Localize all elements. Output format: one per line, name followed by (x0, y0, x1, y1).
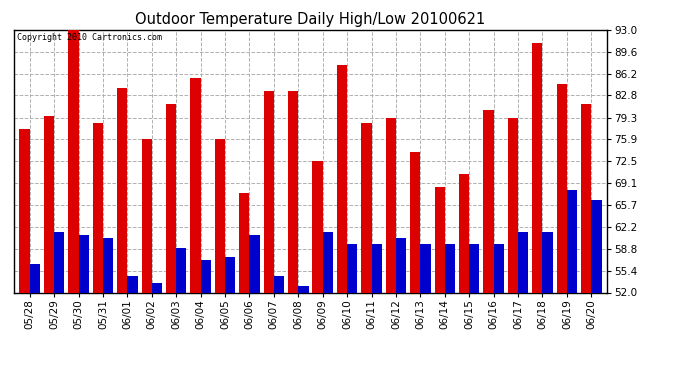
Bar (347, 244, 357, 292)
Bar (410, 152, 420, 292)
Bar (176, 248, 186, 292)
Bar (484, 110, 493, 292)
Bar (54, 232, 64, 292)
Bar (557, 84, 567, 292)
Bar (141, 140, 152, 292)
Bar (274, 276, 284, 292)
Bar (313, 161, 323, 292)
Bar (337, 65, 347, 292)
Bar (250, 235, 259, 292)
Bar (420, 244, 431, 292)
Text: Copyright 2010 Cartronics.com: Copyright 2010 Cartronics.com (17, 33, 161, 42)
Bar (79, 235, 89, 292)
Bar (264, 91, 274, 292)
Bar (323, 232, 333, 292)
Bar (386, 118, 396, 292)
Bar (508, 118, 518, 292)
Bar (362, 123, 371, 292)
Bar (215, 140, 225, 292)
Bar (288, 91, 298, 292)
Title: Outdoor Temperature Daily High/Low 20100621: Outdoor Temperature Daily High/Low 20100… (135, 12, 486, 27)
Bar (152, 283, 162, 292)
Bar (92, 123, 103, 292)
Bar (298, 286, 308, 292)
Bar (567, 190, 577, 292)
Bar (19, 129, 30, 292)
Bar (532, 43, 542, 292)
Bar (493, 244, 504, 292)
Bar (239, 193, 250, 292)
Bar (44, 116, 54, 292)
Bar (68, 30, 79, 292)
Bar (591, 200, 602, 292)
Bar (542, 232, 553, 292)
Bar (201, 261, 211, 292)
Bar (518, 232, 529, 292)
Bar (581, 104, 591, 292)
Bar (166, 104, 176, 292)
Bar (459, 174, 469, 292)
Bar (469, 244, 480, 292)
Bar (128, 276, 137, 292)
Bar (117, 88, 128, 292)
Bar (30, 264, 40, 292)
Bar (396, 238, 406, 292)
Bar (445, 244, 455, 292)
Bar (371, 244, 382, 292)
Bar (190, 78, 201, 292)
Bar (103, 238, 113, 292)
Bar (225, 257, 235, 292)
Bar (435, 187, 445, 292)
